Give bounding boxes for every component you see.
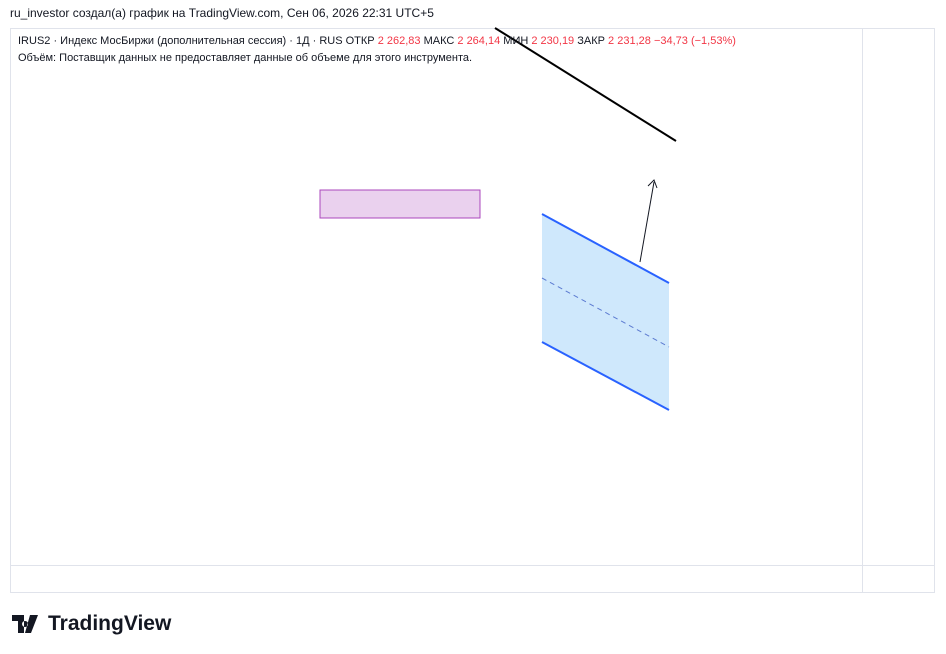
volume-note: Объём: Поставщик данных не предоставляет… <box>18 52 473 64</box>
logo-text: TradingView <box>48 612 172 635</box>
logo: TradingView <box>12 612 171 636</box>
chart-frame <box>10 28 935 593</box>
arrow-head <box>647 179 658 189</box>
chart <box>10 27 935 593</box>
open-value: 2 262,83 <box>377 35 421 47</box>
logo-icon <box>12 615 38 633</box>
open-label: ОТКР <box>345 35 375 47</box>
legend: IRUS2 · Индекс МосБиржи (дополнительная … <box>18 35 736 47</box>
symbol-desc: IRUS2 · Индекс МосБиржи (дополнительная … <box>18 35 343 47</box>
close-value: 2 231,28 <box>608 35 651 47</box>
high-value: 2 264,14 <box>457 35 501 47</box>
close-label: ЗАКР <box>577 35 605 47</box>
zone-rectangle <box>319 189 481 219</box>
low-value: 2 230,19 <box>531 35 575 47</box>
arrow-line <box>639 181 655 263</box>
trend-line <box>494 27 677 142</box>
header: ru_investor создал(а) график на TradingV… <box>10 6 434 20</box>
high-label: МАКС <box>423 35 455 47</box>
channel-top <box>541 213 670 284</box>
low-label: МИН <box>503 35 529 47</box>
channel-bottom <box>541 341 670 411</box>
change-value: −34,73 (−1,53%) <box>653 35 736 47</box>
channel-median <box>541 277 670 348</box>
